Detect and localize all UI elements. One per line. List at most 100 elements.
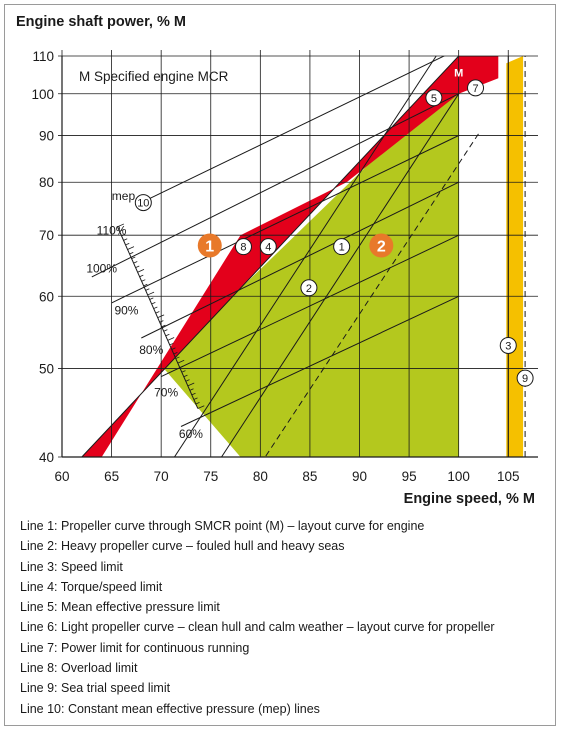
mep-scale-tick-19 bbox=[155, 311, 160, 314]
mep-scale-tick-33 bbox=[183, 374, 188, 378]
chart-title: Engine shaft power, % M bbox=[16, 14, 186, 30]
marker-circle-2 bbox=[300, 279, 318, 297]
marker-2: 2 bbox=[300, 279, 318, 297]
mep-scale-tick-9 bbox=[135, 265, 140, 269]
chart: Engine shaft power, % M Engine speed, % M… bbox=[16, 14, 538, 507]
mep-scale-tick-7 bbox=[131, 256, 136, 259]
marker-label-2: 2 bbox=[306, 283, 312, 295]
series-line-12 bbox=[180, 295, 459, 427]
x-tick-label-4: 80 bbox=[253, 469, 268, 484]
series-line-3 bbox=[81, 56, 460, 457]
series-line-8 bbox=[91, 93, 459, 278]
mep-label-1: 100% bbox=[86, 262, 117, 276]
marker-label-1: 1 bbox=[339, 242, 345, 254]
mep-scale-tick-34 bbox=[185, 379, 190, 382]
mep-label-0: 110% bbox=[97, 224, 127, 238]
mep-label-2: 90% bbox=[114, 304, 138, 318]
mep-label-5: 60% bbox=[179, 427, 203, 441]
marker-3: 3 bbox=[499, 336, 517, 354]
mep-scale-tick-39 bbox=[195, 402, 200, 405]
x-tick-label-7: 95 bbox=[402, 469, 417, 484]
marker-9: 9 bbox=[516, 369, 534, 387]
mep-scale-tick-12 bbox=[141, 279, 146, 282]
mep-scale-tick-30 bbox=[177, 359, 185, 364]
mep-scale-tick-14 bbox=[145, 288, 150, 291]
mep-scale-tick-37 bbox=[191, 392, 196, 396]
mep-scale-tick-40 bbox=[197, 405, 205, 409]
series-line-7 bbox=[141, 56, 446, 204]
x-tick-label-5: 85 bbox=[302, 469, 317, 484]
x-tick-label-2: 70 bbox=[154, 469, 169, 484]
mep-scale-tick-5 bbox=[127, 246, 135, 250]
area-2 bbox=[506, 56, 524, 457]
marker-10: 10 bbox=[134, 194, 152, 212]
mep-scale-tick-6 bbox=[129, 252, 134, 255]
series-line-4 bbox=[264, 133, 479, 457]
marker-circle-4 bbox=[259, 238, 277, 256]
mep-scale-tick-28 bbox=[173, 352, 178, 355]
y-tick-label-7: 110 bbox=[32, 49, 54, 64]
y-tick-label-3: 70 bbox=[39, 228, 54, 243]
marker-4: 4 bbox=[259, 238, 277, 256]
marker-label-4: 4 bbox=[265, 242, 271, 254]
legend-line-6: Line 6: Light propeller curve – clean hu… bbox=[20, 620, 495, 635]
marker-label-3: 3 bbox=[505, 340, 511, 352]
mep-scale-tick-3 bbox=[123, 238, 128, 241]
mep-scale-tick-13 bbox=[143, 283, 148, 287]
mep-scale-tick-16 bbox=[149, 297, 154, 300]
mep-scale-tick-35 bbox=[187, 382, 195, 387]
y-tick-label-1: 50 bbox=[39, 362, 54, 377]
marker-1: 1 bbox=[333, 238, 351, 256]
series-line-11 bbox=[160, 234, 459, 378]
y-tick-label-4: 80 bbox=[39, 175, 54, 190]
y-tick-label-5: 90 bbox=[39, 129, 54, 144]
x-tick-label-9: 105 bbox=[497, 469, 520, 484]
badge-circle-2 bbox=[369, 233, 394, 258]
mep-scale-tick-22 bbox=[161, 324, 166, 328]
series-line-9 bbox=[111, 135, 459, 304]
marker-circle-5 bbox=[425, 89, 443, 107]
mep-scale-tick-25 bbox=[167, 337, 175, 341]
mep-scale-tick-11 bbox=[139, 274, 144, 278]
mep-scale-tick-1 bbox=[119, 229, 124, 232]
mep-label-4: 70% bbox=[154, 385, 178, 399]
marker-label-5: 5 bbox=[431, 93, 437, 105]
mep-scale-tick-36 bbox=[189, 388, 194, 391]
x-tick-label-6: 90 bbox=[352, 469, 367, 484]
badge-label-2: 2 bbox=[377, 238, 386, 255]
mep-scale-tick-26 bbox=[169, 342, 174, 346]
series-line-10 bbox=[141, 181, 459, 339]
legend-line-9: Line 9: Sea trial speed limit bbox=[20, 681, 171, 696]
mep-scale-tick-15 bbox=[147, 291, 155, 296]
legend-line-5: Line 5: Mean effective pressure limit bbox=[20, 600, 220, 615]
mep-scale-tick-27 bbox=[171, 347, 176, 350]
badge-1: 1 bbox=[197, 233, 222, 258]
area-group bbox=[81, 56, 524, 457]
legend-line-4: Line 4: Torque/speed limit bbox=[20, 579, 163, 594]
y-tick-label-6: 100 bbox=[31, 87, 54, 102]
mep-scale-tick-24 bbox=[165, 333, 170, 337]
marker-circle-8 bbox=[234, 238, 252, 256]
series-line-1 bbox=[173, 56, 437, 457]
mep-scale-tick-21 bbox=[159, 320, 164, 323]
mep-scale-tick-32 bbox=[181, 370, 186, 373]
marker-8: 8 bbox=[234, 238, 252, 256]
x-tick-label-1: 65 bbox=[104, 469, 119, 484]
marker-circle-7 bbox=[467, 79, 485, 97]
legend-line-3: Line 3: Speed limit bbox=[20, 559, 123, 574]
badge-circle-1 bbox=[197, 233, 222, 258]
series-group bbox=[81, 56, 526, 457]
marker-5: 5 bbox=[425, 89, 443, 107]
legend-line-8: Line 8: Overload limit bbox=[20, 661, 138, 676]
x-tick-label-0: 60 bbox=[54, 469, 69, 484]
badge-2: 2 bbox=[369, 233, 394, 258]
note-text: M Specified engine MCR bbox=[79, 69, 229, 84]
legend-line-10: Line 10: Constant mean effective pressur… bbox=[20, 701, 320, 716]
mep-scale-tick-23 bbox=[163, 329, 168, 332]
marker-7: 7 bbox=[467, 79, 485, 97]
mep-scale-tick-10 bbox=[137, 269, 145, 273]
marker-circle-9 bbox=[516, 369, 534, 387]
x-tick-label-3: 75 bbox=[203, 469, 218, 484]
legend: Line 1: Propeller curve through SMCR poi… bbox=[20, 516, 560, 719]
marker-circle-1 bbox=[333, 238, 351, 256]
